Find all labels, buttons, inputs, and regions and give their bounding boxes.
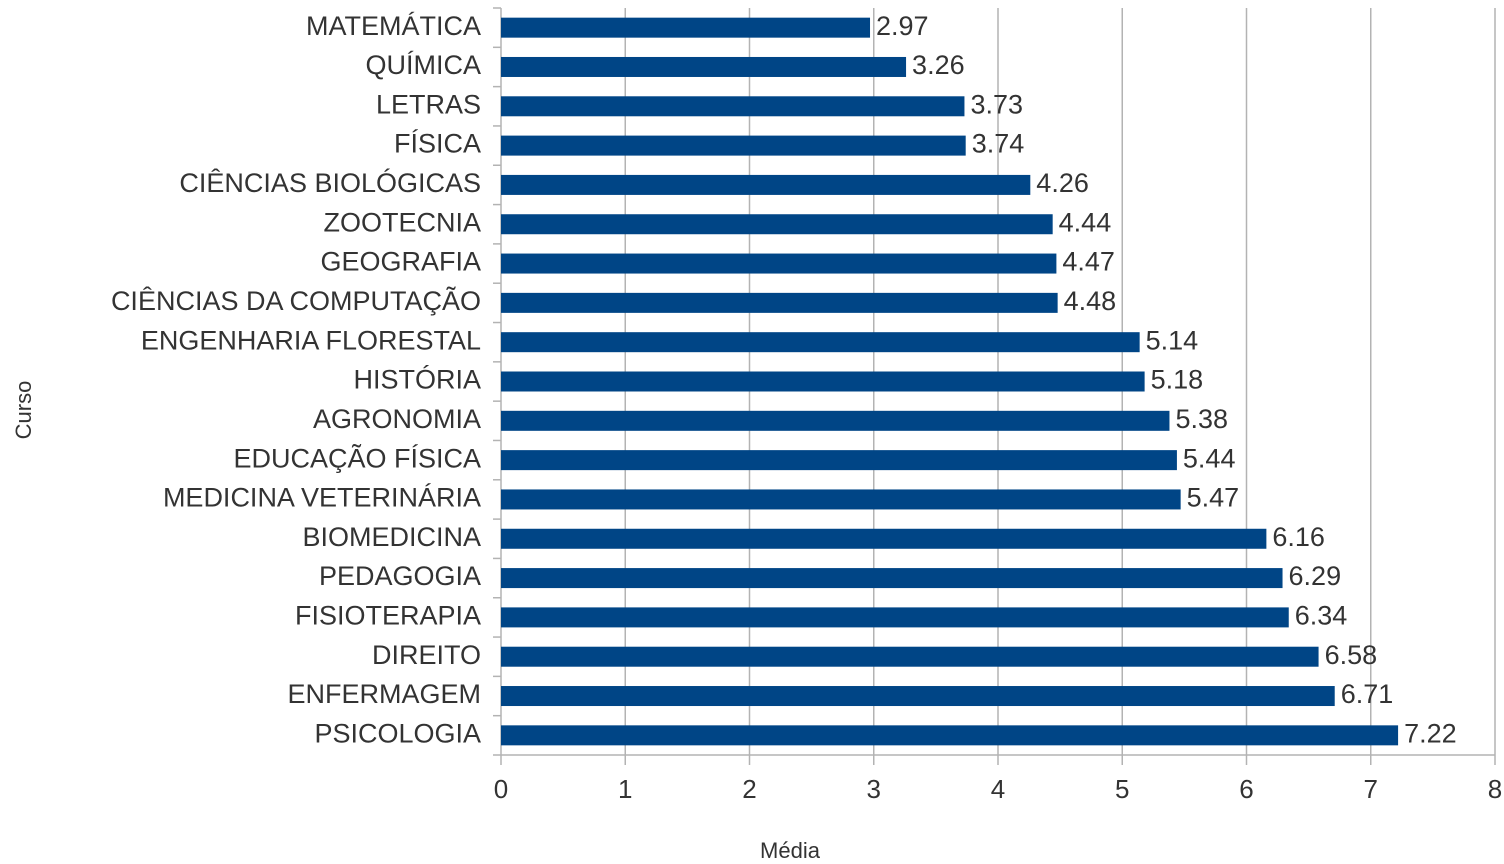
data-label: 5.38: [1175, 404, 1228, 434]
bar: [501, 410, 1170, 431]
bar: [501, 56, 907, 77]
x-tick-label: 1: [618, 774, 632, 804]
x-tick-label: 0: [494, 774, 508, 804]
y-tick-label: FÍSICA: [394, 129, 481, 159]
data-label: 5.18: [1151, 365, 1204, 395]
bar: [501, 646, 1319, 667]
y-tick-label: EDUCAÇÃO FÍSICA: [233, 442, 481, 473]
bar: [501, 489, 1181, 510]
data-label: 3.74: [972, 129, 1025, 159]
data-label: 6.29: [1289, 561, 1342, 591]
bar: [501, 253, 1057, 274]
bar: [501, 528, 1267, 549]
x-tick-label: 6: [1239, 774, 1253, 804]
y-tick-label: CIÊNCIAS BIOLÓGICAS: [179, 167, 481, 198]
y-tick-label: HISTÓRIA: [353, 364, 481, 395]
y-tick-label: MEDICINA VETERINÁRIA: [163, 483, 481, 513]
y-tick-label: CIÊNCIAS DA COMPUTAÇÃO: [111, 285, 481, 316]
y-tick-label: GEOGRAFIA: [320, 247, 481, 277]
x-tick-label: 2: [742, 774, 756, 804]
data-label: 4.48: [1064, 286, 1117, 316]
bar: [501, 332, 1140, 353]
data-label: 5.47: [1187, 483, 1240, 513]
data-label: 5.44: [1183, 443, 1236, 473]
data-label: 6.71: [1341, 679, 1394, 709]
data-label: 6.58: [1325, 640, 1378, 670]
bar: [501, 174, 1031, 195]
bar: [501, 214, 1053, 235]
x-tick-label: 7: [1364, 774, 1378, 804]
bar: [501, 450, 1177, 471]
data-label: 6.16: [1272, 522, 1325, 552]
data-label: 4.26: [1036, 168, 1089, 198]
x-axis-title: Média: [760, 838, 821, 863]
bar: [501, 371, 1145, 392]
bar: [501, 568, 1283, 589]
data-label: 4.47: [1062, 247, 1115, 277]
y-tick-label: AGRONOMIA: [313, 404, 481, 434]
bar: [501, 725, 1399, 746]
y-tick-label: ENFERMAGEM: [287, 679, 481, 709]
y-tick-label: PEDAGOGIA: [319, 561, 481, 591]
bar: [501, 17, 871, 38]
y-tick-label: QUÍMICA: [365, 50, 481, 80]
x-tick-label: 8: [1488, 774, 1502, 804]
x-tick-label: 4: [991, 774, 1005, 804]
y-tick-label: DIREITO: [372, 640, 481, 670]
x-tick-label: 5: [1115, 774, 1129, 804]
y-tick-label: ENGENHARIA FLORESTAL: [141, 325, 481, 355]
data-label: 2.97: [876, 11, 929, 41]
bar: [501, 292, 1058, 313]
data-label: 3.26: [912, 50, 965, 80]
y-tick-label: LETRAS: [376, 89, 481, 119]
y-axis-title: Curso: [11, 381, 36, 440]
bar: [501, 607, 1289, 628]
x-tick-label: 3: [867, 774, 881, 804]
y-tick-label: BIOMEDICINA: [302, 522, 481, 552]
y-tick-label: PSICOLOGIA: [314, 718, 481, 748]
data-label: 6.34: [1295, 601, 1348, 631]
data-label: 5.14: [1146, 325, 1199, 355]
y-tick-label: FISIOTERAPIA: [295, 601, 481, 631]
y-tick-label: ZOOTECNIA: [323, 207, 481, 237]
bar: [501, 686, 1335, 707]
data-label: 7.22: [1404, 718, 1457, 748]
y-tick-label: MATEMÁTICA: [306, 11, 481, 41]
data-label: 3.73: [970, 89, 1023, 119]
bar: [501, 135, 966, 156]
data-label: 4.44: [1059, 207, 1112, 237]
bar: [501, 96, 965, 117]
